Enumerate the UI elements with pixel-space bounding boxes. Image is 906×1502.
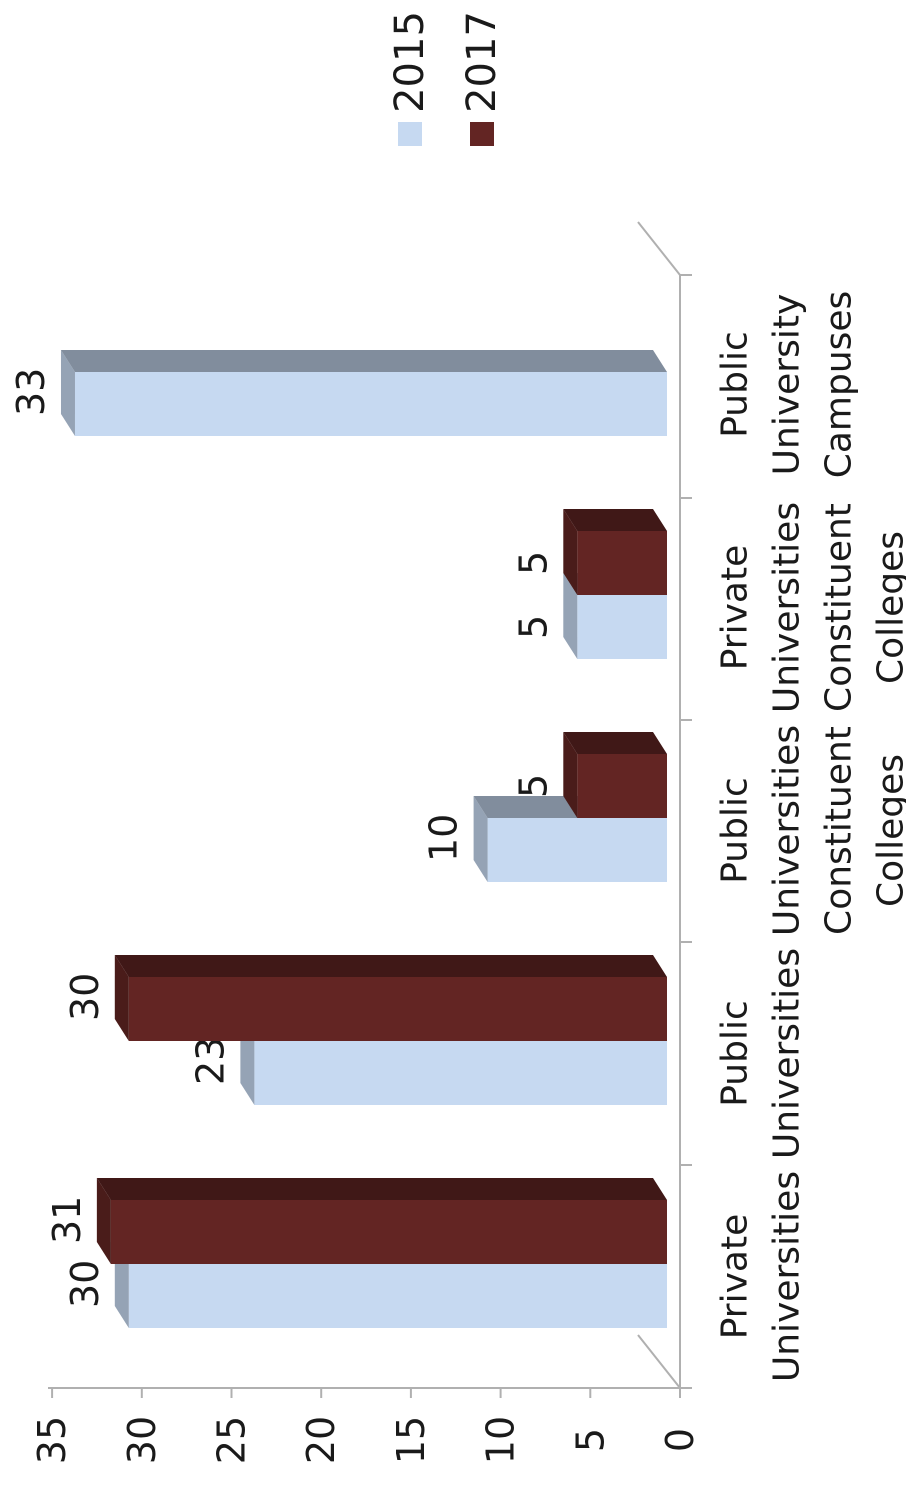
category-label: Public [715,1000,756,1107]
category-label: Campuses [819,291,860,479]
legend-label: 2015 [387,11,433,113]
category-label: Universities [767,948,808,1159]
value-axis-tick-label: 0 [658,1428,702,1452]
bar-front-face [577,595,667,659]
bar-front-face [129,1264,667,1328]
value-axis-tick-label: 15 [389,1416,433,1464]
value-axis-tick-label: 20 [299,1416,343,1464]
wall-edge-top [638,222,680,275]
data-label: 30 [63,1260,107,1308]
bar-side-face [97,1178,667,1200]
bar-front-face [111,1200,667,1264]
value-axis-tick-label: 35 [30,1416,74,1464]
category-label: Universities [767,502,808,713]
data-label: 23 [188,1037,232,1085]
bar-2017-0: 31 [45,1178,667,1264]
bar-front-face [488,818,667,882]
category-label: Private [715,1214,756,1340]
bar-side-face [115,955,667,977]
value-axis-tick-label: 10 [479,1416,523,1464]
data-label: 33 [9,368,53,416]
value-axis-tick-label: 5 [568,1428,612,1452]
bar-front-face [577,531,667,595]
bar-2017-3: 5 [511,509,667,595]
legend-label: 2017 [459,11,505,113]
category-label: University [767,294,808,476]
category-label: Universities [767,725,808,936]
bar-front-face [75,372,667,436]
bar-front-face [577,754,667,818]
value-axis-tick-label: 30 [120,1416,164,1464]
category-label: Public [715,331,756,438]
data-label: 10 [422,814,466,862]
category-label: Colleges [871,754,906,907]
bar-2015-4: 33 [9,350,667,436]
bar-side-face [563,509,667,531]
category-label: Constituent [819,726,860,935]
data-label: 5 [511,551,555,575]
bar-front-face [254,1041,667,1105]
value-axis-tick-label: 25 [210,1416,254,1464]
category-label: Universities [767,1171,808,1382]
data-label: 31 [45,1196,89,1244]
category-label: Colleges [871,531,906,684]
bar-side-face [563,732,667,754]
legend-swatch [470,122,494,146]
legend-swatch [398,122,422,146]
category-label: Constituent [819,503,860,712]
bar-side-face [61,350,667,372]
data-label: 5 [511,615,555,639]
data-label: 5 [511,774,555,798]
category-label: Public [715,777,756,884]
bar-2017-1: 30 [63,955,667,1041]
bar-front-face [129,977,667,1041]
data-label: 30 [63,973,107,1021]
wall-edge-bottom [638,1335,680,1388]
category-label: Private [715,545,756,671]
